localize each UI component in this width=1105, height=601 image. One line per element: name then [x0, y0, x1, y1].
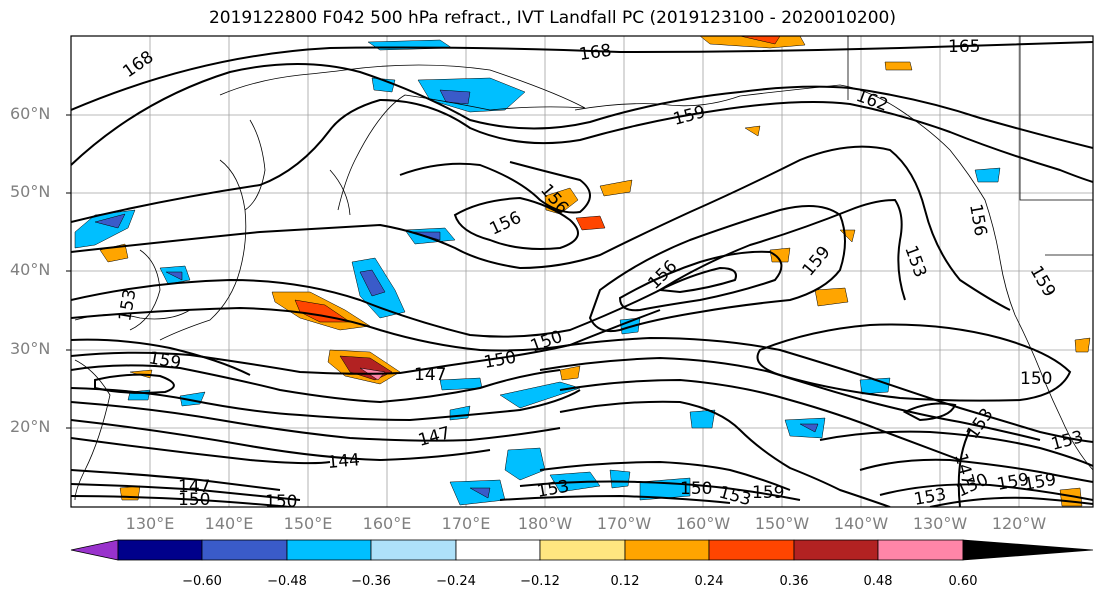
colorbar-tick: 0.48 [863, 574, 893, 589]
colorbar-swatch [624, 539, 710, 561]
contour-label: 159 [671, 102, 708, 130]
contour-label: 150 [680, 479, 712, 499]
colorbar-swatch [70, 539, 119, 561]
lon-label: 160°E [362, 514, 412, 533]
colorbar-swatch [877, 539, 964, 561]
colorbar-tick: 0.24 [694, 574, 724, 589]
colorbar-swatch [201, 539, 288, 561]
contour-label: 147 [416, 423, 453, 451]
colorbar-tick: −0.48 [267, 574, 307, 589]
contour-label: 159 [1022, 470, 1057, 495]
contour-label: 156 [965, 202, 990, 237]
contour-label: 159 [752, 483, 784, 503]
gridlines [71, 36, 1093, 507]
colorbar-tick: 0.12 [610, 574, 640, 589]
lat-label: 60°N [10, 104, 51, 123]
colorbar-swatch [793, 539, 879, 561]
contour-label: 153 [717, 483, 754, 511]
colorbar-swatch [962, 539, 1094, 561]
lon-label: 180°W [517, 514, 573, 533]
contour-label: 150 [482, 348, 517, 373]
colorbar-swatch [708, 539, 795, 561]
contour-label: 162 [853, 86, 890, 116]
map-title: 2019122800 F042 500 hPa refract., IVT La… [208, 8, 896, 28]
colorbar-tick: 0.36 [779, 574, 809, 589]
colorbar-tick: 0.60 [948, 574, 978, 589]
colorbar-swatch [117, 539, 203, 561]
lat-label: 50°N [10, 182, 51, 201]
contour-label: 144 [327, 450, 361, 473]
tick-marks [66, 114, 71, 429]
coastlines [74, 36, 1093, 501]
colorbar-swatch [286, 539, 372, 561]
lon-label: 130°W [912, 514, 968, 533]
colorbar-swatch [370, 539, 457, 561]
contour-label: 150 [265, 492, 297, 512]
colorbar-swatch [455, 539, 541, 561]
contour-label: 168 [119, 47, 157, 82]
contour-label: 150 [1020, 369, 1052, 389]
colorbar-tick: −0.60 [182, 574, 222, 589]
contour-label: 156 [644, 256, 681, 293]
lat-label: 40°N [10, 260, 51, 279]
lat-label: 30°N [10, 339, 51, 358]
lon-label: 170°W [596, 514, 652, 533]
lon-label: 140°E [204, 514, 254, 533]
contour-label: 147 [414, 365, 446, 385]
colorbar-tick: −0.12 [520, 574, 560, 589]
contour-label: 153 [900, 243, 930, 280]
lat-label: 20°N [10, 417, 51, 436]
lon-label: 170°E [441, 514, 491, 533]
contour-label: 147 [178, 477, 210, 497]
colorbar-tick: −0.24 [436, 574, 476, 589]
lon-label: 140°W [833, 514, 889, 533]
contour-label: 150 [528, 327, 565, 357]
colorbar-tick: −0.36 [351, 574, 391, 589]
contour-label: 165 [948, 37, 980, 57]
contour-label: 153 [535, 477, 570, 502]
contour-label: 159 [147, 348, 182, 373]
lon-label: 150°E [283, 514, 333, 533]
contour-label: 153 [912, 485, 947, 510]
lon-label: 160°W [675, 514, 731, 533]
contour-label: 168 [578, 41, 613, 65]
height-contours [71, 41, 1093, 507]
contour-label: 150 [178, 490, 210, 510]
contour-label: 159 [1026, 263, 1060, 301]
lon-label: 120°W [991, 514, 1047, 533]
lon-label: 150°W [754, 514, 810, 533]
lon-label: 130°E [125, 514, 175, 533]
colorbar [70, 539, 1094, 561]
contour-label: 156 [487, 208, 525, 240]
colorbar-swatch [539, 539, 626, 561]
map-plot-area [71, 36, 1093, 507]
contour-label: 159 [799, 242, 835, 280]
contour-label: 153 [1049, 427, 1086, 455]
